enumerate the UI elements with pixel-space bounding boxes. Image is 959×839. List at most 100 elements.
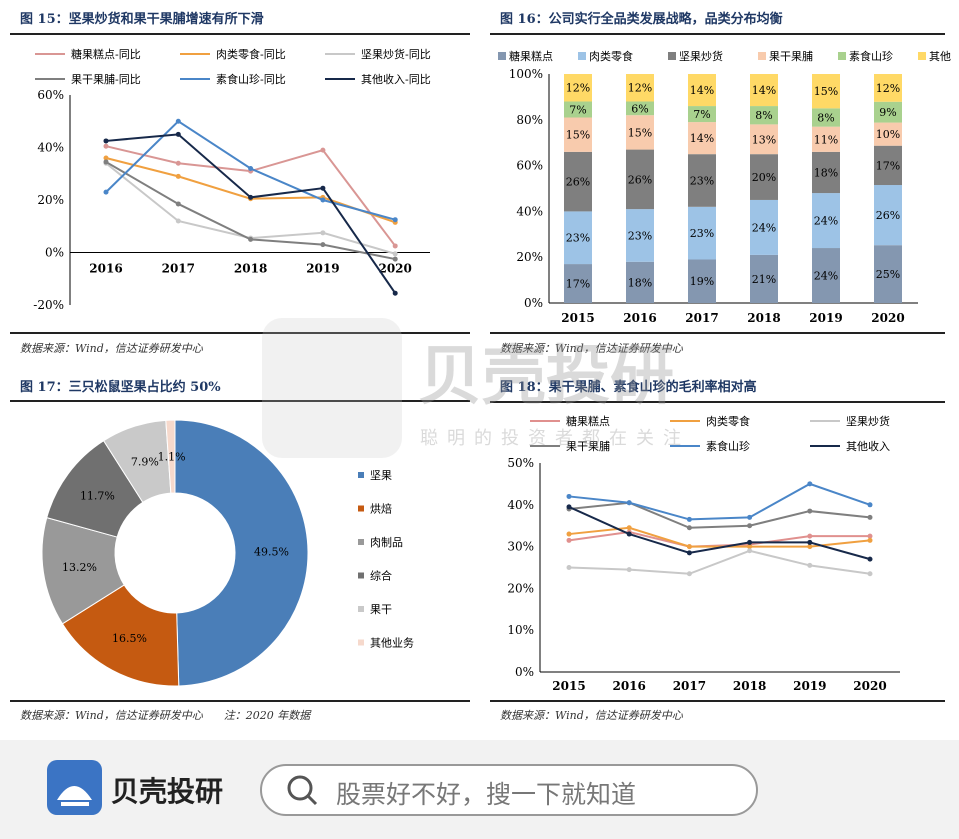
data-point [103,155,109,161]
data-point [320,185,326,191]
slice-label: 49.5% [254,546,289,559]
bar-segment [812,248,840,303]
data-point [747,544,753,550]
legend-swatch [358,539,364,545]
data-label: 12% [876,82,900,95]
watermark-logo-icon [262,318,402,458]
legend-swatch [918,52,926,60]
legend-label: 其他业务 [370,637,414,650]
data-label: 9% [879,106,896,119]
x-tick-label: 2016 [612,679,645,693]
data-point [626,567,632,573]
legend-label: 坚果炒货-同比 [361,47,431,61]
data-point [392,290,398,296]
data-point [626,531,632,537]
legend-label: 素食山珍 [706,439,750,453]
data-point [566,493,572,499]
bar-segment [750,106,778,125]
data-label: 17% [876,159,900,172]
data-point [867,514,873,520]
data-label: 24% [814,215,838,228]
bar-segment [626,74,654,102]
series-line [568,482,871,521]
legend-swatch [758,52,766,60]
legend-label: 素食山珍-同比 [216,72,286,86]
divider [490,33,945,35]
watermark-brand: 贝壳投研 [418,340,674,414]
chart17-title: 图 17：三只松鼠坚果占比约 50% [20,380,221,395]
data-label: 18% [814,166,838,179]
brand-name: 贝壳投研 [111,775,224,808]
legend-swatch [358,606,364,612]
data-label: 18% [628,276,652,289]
slice-label: 13.2% [62,561,97,574]
data-point [566,537,572,543]
x-tick-label: 2019 [306,262,339,276]
series-line [568,526,871,548]
data-point [248,194,254,200]
legend-swatch [358,639,364,646]
data-label: 14% [690,84,714,97]
data-point [392,243,398,249]
series-line [105,161,396,261]
search-placeholder: 股票好不好，搜一下就知道 [336,780,637,809]
legend-label: 其他收入-同比 [361,72,431,86]
brand-logo-icon[interactable] [47,760,102,815]
chart18-source: 数据来源：Wind，信达证券研发中心 [500,709,683,722]
data-label: 13% [752,133,776,146]
bar-segment [564,74,592,102]
bar-segment [688,259,716,303]
data-label: 25% [876,268,900,281]
chart16-source: 数据来源：Wind，信达证券研发中心 [500,342,683,355]
y-tick-label: 60% [516,159,543,173]
data-point [686,550,692,556]
chart15-source: 数据来源：Wind，信达证券研发中心 [20,342,203,355]
data-label: 26% [876,209,900,222]
x-tick-label: 2018 [733,679,766,693]
bar-segment [874,185,902,246]
data-point [175,118,181,124]
legend-label: 坚果 [370,469,392,482]
data-point [686,571,692,577]
y-tick-label: 20% [516,250,543,264]
y-tick-label: 80% [516,113,543,127]
data-label: 8% [817,112,834,125]
data-point [686,544,692,550]
data-label: 20% [752,171,776,184]
data-label: 11% [814,133,838,146]
x-tick-label: 2018 [234,262,267,276]
bar-segment [626,209,654,262]
bar-segment [874,101,902,123]
x-tick-label: 2020 [871,311,904,325]
bar-segment [812,151,840,194]
legend-label: 肉类零食 [706,414,750,428]
search-icon [287,775,318,806]
data-point [566,531,572,537]
series-line [568,501,871,529]
data-point [103,159,109,165]
data-label: 7% [569,103,586,116]
watermark-slogan: 聪明的投资者都在关注 [420,428,690,449]
bar-segment [874,245,902,303]
x-tick-label: 2019 [793,679,826,693]
search-input[interactable]: 股票好不好，搜一下就知道 [260,764,758,816]
y-tick-label: 60% [37,88,64,102]
data-point [103,143,109,149]
data-label: 8% [755,109,772,122]
bar-segment [874,122,902,146]
data-point [807,562,813,568]
data-label: 15% [628,126,652,139]
data-point [626,500,632,506]
data-label: 14% [752,84,776,97]
y-tick-label: 10% [507,623,534,637]
footer-bar: 贝壳投研 股票好不好，搜一下就知道 [0,740,959,839]
data-point [175,201,181,207]
bar-segment [812,126,840,152]
data-point [807,539,813,545]
legend-label: 烘焙 [370,502,392,516]
y-tick-label: 0% [45,246,64,260]
data-point [566,565,572,570]
data-label: 6% [631,102,648,115]
legend-label: 糖果糕点-同比 [71,47,141,61]
bar-segment [564,101,592,118]
